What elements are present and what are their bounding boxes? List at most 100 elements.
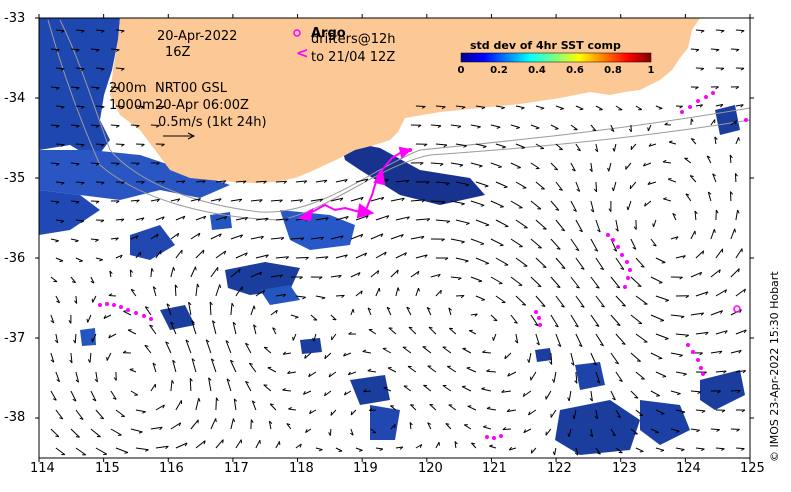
current-arrowhead	[399, 446, 404, 450]
current-arrow	[110, 124, 120, 127]
current-arrow	[210, 233, 222, 240]
current-arrow	[50, 200, 60, 203]
current-arrow	[402, 346, 412, 354]
current-arrowhead	[124, 452, 129, 454]
current-arrowhead	[300, 237, 305, 241]
current-arrow	[190, 266, 196, 278]
current-arrow	[445, 423, 452, 430]
current-arrowhead	[108, 334, 111, 339]
current-arrow	[435, 289, 442, 297]
current-arrow	[315, 447, 323, 451]
current-arrow	[410, 404, 417, 411]
current-arrow	[483, 426, 492, 430]
current-arrowhead	[691, 138, 695, 141]
current-arrowhead	[60, 220, 65, 224]
current-arrowhead	[640, 265, 645, 268]
current-arrowhead	[572, 415, 575, 419]
current-arrowhead	[340, 235, 344, 239]
current-arrowhead	[115, 200, 120, 204]
current-arrowhead	[594, 148, 599, 153]
current-arrowhead	[647, 127, 649, 131]
current-arrowhead	[75, 163, 80, 166]
current-arrow	[675, 409, 686, 413]
current-arrow	[650, 314, 664, 321]
current-arrow	[690, 230, 696, 240]
current-arrowhead	[443, 144, 448, 148]
current-arrow	[250, 199, 263, 202]
current-arrowhead	[299, 276, 303, 280]
current-arrowhead	[528, 411, 531, 416]
current-arrowhead	[130, 288, 135, 292]
current-arrowhead	[558, 188, 563, 191]
current-arrowhead	[465, 222, 470, 225]
current-arrow	[388, 327, 397, 335]
current-arrowhead	[735, 86, 739, 90]
current-arrowhead	[720, 104, 724, 108]
current-arrow	[462, 348, 472, 354]
current-arrowhead	[367, 307, 372, 311]
current-arrow	[390, 424, 396, 430]
current-arrowhead	[735, 173, 738, 177]
sst-patches	[39, 18, 745, 455]
current-arrowhead	[215, 397, 219, 402]
current-arrowhead	[203, 440, 206, 445]
current-arrowhead	[642, 162, 646, 167]
current-arrowhead	[226, 378, 231, 382]
current-arrowhead	[100, 30, 105, 33]
current-arrow	[115, 218, 124, 221]
current-arrowhead	[253, 324, 257, 328]
current-arrow	[610, 352, 620, 365]
current-arrow	[470, 162, 483, 167]
current-arrow	[195, 180, 206, 183]
current-arrow	[90, 124, 100, 127]
current-arrowhead	[486, 406, 491, 409]
current-arrowhead	[463, 145, 467, 148]
current-arrowhead	[502, 146, 506, 149]
current-arrowhead	[156, 198, 160, 203]
current-arrowhead	[60, 144, 65, 147]
current-arrow	[350, 428, 354, 436]
current-arrow	[288, 408, 296, 411]
current-arrowhead	[578, 344, 583, 348]
current-arrowhead	[320, 236, 324, 241]
current-arrowhead	[109, 270, 113, 274]
current-arrowhead	[705, 291, 709, 296]
current-arrowhead	[332, 318, 337, 321]
current-arrowhead	[75, 436, 80, 438]
current-arrow	[250, 235, 264, 240]
current-arrowhead	[319, 198, 324, 202]
current-arrow	[735, 447, 745, 450]
current-arrow	[233, 398, 237, 411]
current-arrowhead	[299, 443, 302, 448]
current-arrow	[575, 257, 585, 270]
current-arrow	[229, 359, 237, 373]
current-arrowhead	[441, 106, 446, 109]
current-arrow	[75, 67, 85, 70]
current-arrowhead	[141, 143, 145, 147]
current-arrowhead	[112, 397, 117, 400]
current-arrow	[215, 439, 224, 449]
current-arrow	[350, 272, 361, 278]
current-arrowhead	[575, 248, 580, 251]
current-arrowhead	[385, 179, 389, 183]
current-arrowhead	[589, 398, 593, 402]
current-arrow	[464, 424, 472, 430]
current-arrowhead	[59, 417, 63, 420]
current-arrow	[647, 181, 657, 185]
current-arrow	[55, 105, 65, 108]
current-arrow	[303, 390, 312, 395]
current-arrow	[205, 339, 212, 354]
current-arrowhead	[145, 306, 149, 309]
current-arrowhead	[615, 228, 619, 232]
current-arrow	[255, 289, 265, 297]
current-arrowhead	[689, 175, 694, 177]
current-arrowhead	[554, 128, 559, 130]
current-arrow	[130, 390, 139, 396]
current-arrowhead	[720, 67, 725, 71]
current-arrow	[363, 390, 371, 393]
current-arrow	[430, 200, 445, 203]
current-arrowhead	[71, 281, 76, 284]
current-arrow	[290, 237, 304, 240]
current-arrow	[730, 268, 740, 278]
current-arrow	[712, 173, 717, 183]
